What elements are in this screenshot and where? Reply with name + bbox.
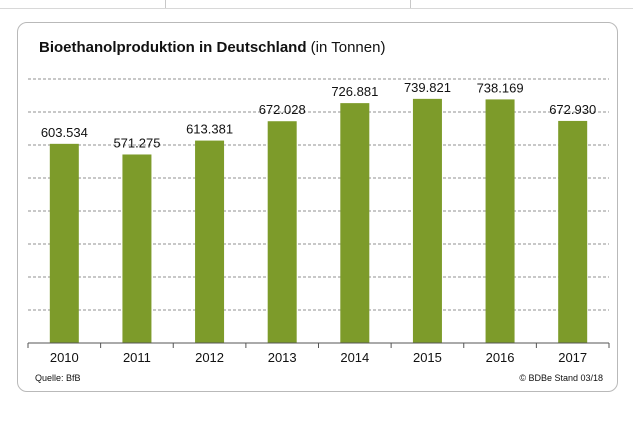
chart-card: Bioethanolproduktion in Deutschland (in … <box>17 22 618 392</box>
x-axis-ticks: 2010 2011 2012 2013 2014 2015 2016 2017 <box>27 343 610 365</box>
bar-2012 <box>195 140 225 343</box>
grid-lines <box>28 78 609 311</box>
chart-title-line: Bioethanolproduktion in Deutschland (in … <box>39 39 385 56</box>
bar-2015 <box>412 98 442 343</box>
browser-top-strip <box>0 0 633 9</box>
chart-title: Bioethanolproduktion in Deutschland <box>39 39 307 56</box>
data-label-2011: 571.275 <box>113 135 160 150</box>
data-label-2014: 726.881 <box>331 84 378 99</box>
top-strip-divider <box>165 0 166 8</box>
data-label-2015: 739.821 <box>404 80 451 95</box>
data-label-2016: 738.169 <box>477 80 524 95</box>
bar-2014 <box>340 103 370 343</box>
chart-subtitle: (in Tonnen) <box>310 39 386 56</box>
bar-2016 <box>485 99 515 343</box>
top-strip-divider <box>410 0 411 8</box>
x-tick-label-2016: 2016 <box>486 350 515 365</box>
x-tick-label-2010: 2010 <box>50 350 79 365</box>
bar-2010 <box>49 143 79 343</box>
x-tick-label-2015: 2015 <box>413 350 442 365</box>
x-tick-label-2014: 2014 <box>340 350 369 365</box>
data-label-2013: 672.028 <box>259 102 306 117</box>
x-tick-label-2017: 2017 <box>558 350 587 365</box>
bar-chart: 603.534 571.275 613.381 672.028 726.881 739.8… <box>27 78 610 365</box>
data-label-2010: 603.534 <box>41 125 88 140</box>
x-tick-label-2012: 2012 <box>195 350 224 365</box>
bars-group <box>49 98 588 343</box>
data-label-2012: 613.381 <box>186 122 233 137</box>
copyright-note: © BDBe Stand 03/18 <box>519 373 603 383</box>
data-labels-group: 603.534 571.275 613.381 672.028 726.881 739.8… <box>41 80 596 151</box>
bar-2013 <box>267 121 297 343</box>
x-tick-label-2011: 2011 <box>123 350 151 365</box>
data-label-2017: 672.930 <box>549 102 596 117</box>
bar-2011 <box>122 154 152 343</box>
bar-2017 <box>558 120 588 343</box>
x-tick-label-2013: 2013 <box>268 350 297 365</box>
source-note: Quelle: BfB <box>35 373 81 383</box>
